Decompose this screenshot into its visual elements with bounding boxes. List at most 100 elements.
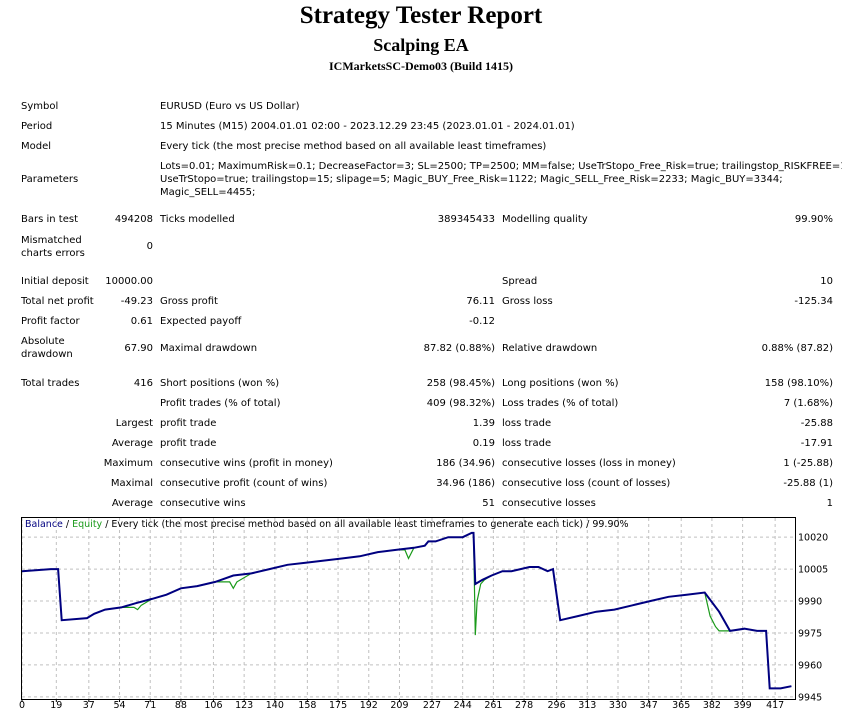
x-axis-tick-label: 209 bbox=[390, 700, 408, 711]
x-axis-tick-label: 330 bbox=[609, 700, 627, 711]
legend-equity: Equity bbox=[72, 519, 103, 530]
short-positions-value: 258 (98.45%) bbox=[426, 378, 495, 389]
average-label: Average bbox=[111, 438, 153, 449]
total-trades-label: Total trades bbox=[21, 378, 80, 389]
max-consecutive-losses-label: consecutive losses (loss in money) bbox=[502, 458, 676, 469]
expected-payoff-label: Expected payoff bbox=[160, 316, 242, 327]
parameters-line: UseTrStopo=true; trailingstop=15; slipag… bbox=[160, 174, 783, 185]
chart-canvas bbox=[22, 518, 795, 699]
profit-factor-value: 0.61 bbox=[130, 316, 153, 327]
average-loss-label: loss trade bbox=[502, 438, 552, 449]
average-consecutive-wins-value: 51 bbox=[482, 498, 495, 509]
average-consecutive-wins-label: consecutive wins bbox=[160, 498, 246, 509]
maximal-consecutive-loss-value: -25.88 (1) bbox=[783, 478, 833, 489]
profit-factor-label: Profit factor bbox=[21, 316, 80, 327]
mismatch-label: charts errors bbox=[21, 248, 85, 259]
x-axis-tick-label: 244 bbox=[454, 700, 472, 711]
x-axis-tick-label: 296 bbox=[548, 700, 566, 711]
balance-line bbox=[22, 531, 792, 690]
average-consecutive-losses-value: 1 bbox=[826, 498, 833, 509]
largest-label: Largest bbox=[115, 418, 153, 429]
x-axis-tick-label: 54 bbox=[113, 700, 125, 711]
x-axis-tick-label: 261 bbox=[484, 700, 502, 711]
loss-trades-value: 7 (1.68%) bbox=[783, 398, 833, 409]
relative-drawdown-label: Relative drawdown bbox=[502, 343, 598, 354]
parameters-label: Parameters bbox=[21, 174, 79, 185]
chart-legend: Balance / Equity / Every tick (the most … bbox=[25, 519, 629, 530]
long-positions-value: 158 (98.10%) bbox=[764, 378, 833, 389]
absolute-drawdown-label: drawdown bbox=[21, 349, 73, 360]
largest-loss-label: loss trade bbox=[502, 418, 552, 429]
legend-separator: / bbox=[62, 519, 73, 530]
x-axis-tick-label: 227 bbox=[423, 700, 441, 711]
ea-name: Scalping EA bbox=[373, 35, 469, 55]
x-axis-tick-label: 106 bbox=[204, 700, 222, 711]
gross-loss-label: Gross loss bbox=[502, 296, 553, 307]
maximum-label: Maximum bbox=[103, 458, 153, 469]
initial-deposit-label: Initial deposit bbox=[21, 276, 89, 287]
maximal-drawdown-label: Maximal drawdown bbox=[160, 343, 258, 354]
mismatch-label: Mismatched bbox=[21, 235, 82, 246]
average-label: Average bbox=[111, 498, 153, 509]
legend-balance: Balance bbox=[25, 519, 63, 530]
ticks-label: Ticks modelled bbox=[160, 214, 235, 225]
short-positions-label: Short positions (won %) bbox=[160, 378, 280, 389]
x-axis-tick-label: 365 bbox=[672, 700, 690, 711]
maximal-consecutive-profit-value: 34.96 (186) bbox=[436, 478, 495, 489]
mismatch-value: 0 bbox=[146, 241, 153, 252]
max-consecutive-wins-value: 186 (34.96) bbox=[436, 458, 495, 469]
period-label: Period bbox=[21, 121, 53, 132]
legend-description: / Every tick (the most precise method ba… bbox=[102, 519, 629, 530]
x-axis-tick-label: 382 bbox=[703, 700, 721, 711]
x-axis-tick-label: 88 bbox=[175, 700, 187, 711]
y-axis-tick-label: 9945 bbox=[798, 692, 822, 703]
absolute-drawdown-label: Absolute bbox=[21, 336, 65, 347]
maximal-consecutive-profit-label: consecutive profit (count of wins) bbox=[160, 478, 328, 489]
x-axis-tick-label: 192 bbox=[360, 700, 378, 711]
y-axis-tick-label: 9975 bbox=[798, 628, 822, 639]
largest-loss-value: -25.88 bbox=[800, 418, 833, 429]
symbol-label: Symbol bbox=[21, 101, 59, 112]
quality-value: 99.90% bbox=[794, 214, 833, 225]
parameters-line: Magic_SELL=4455; bbox=[160, 187, 256, 198]
y-axis-tick-label: 9960 bbox=[798, 660, 822, 671]
x-axis-tick-label: 158 bbox=[298, 700, 316, 711]
gross-profit-label: Gross profit bbox=[160, 296, 218, 307]
quality-label: Modelling quality bbox=[502, 214, 588, 225]
ticks-value: 389345433 bbox=[437, 214, 495, 225]
server-name: ICMarketsSC-Demo03 (Build 1415) bbox=[329, 59, 513, 73]
average-loss-value: -17.91 bbox=[800, 438, 833, 449]
largest-profit-label: profit trade bbox=[160, 418, 217, 429]
loss-trades-label: Loss trades (% of total) bbox=[502, 398, 619, 409]
x-axis-tick-label: 399 bbox=[734, 700, 752, 711]
average-profit-label: profit trade bbox=[160, 438, 217, 449]
x-axis-tick-label: 140 bbox=[266, 700, 284, 711]
profit-trades-value: 409 (98.32%) bbox=[426, 398, 495, 409]
gross-loss-value: -125.34 bbox=[794, 296, 833, 307]
symbol-value: EURUSD (Euro vs US Dollar) bbox=[160, 101, 300, 112]
x-axis-tick-label: 313 bbox=[578, 700, 596, 711]
x-axis-tick-label: 123 bbox=[235, 700, 253, 711]
relative-drawdown-value: 0.88% (87.82) bbox=[761, 343, 833, 354]
max-consecutive-losses-value: 1 (-25.88) bbox=[783, 458, 833, 469]
long-positions-label: Long positions (won %) bbox=[502, 378, 619, 389]
average-profit-value: 0.19 bbox=[472, 438, 495, 449]
maximal-consecutive-loss-label: consecutive loss (count of losses) bbox=[502, 478, 671, 489]
x-axis-tick-label: 0 bbox=[19, 700, 25, 711]
x-axis-tick-label: 278 bbox=[515, 700, 533, 711]
balance-equity-chart: Balance / Equity / Every tick (the most … bbox=[21, 517, 796, 700]
x-axis-tick-label: 71 bbox=[144, 700, 156, 711]
x-axis-tick-label: 37 bbox=[83, 700, 95, 711]
max-consecutive-wins-label: consecutive wins (profit in money) bbox=[160, 458, 333, 469]
x-axis-tick-label: 175 bbox=[329, 700, 347, 711]
spread-label: Spread bbox=[502, 276, 538, 287]
y-axis-tick-label: 10020 bbox=[798, 533, 828, 544]
total-net-profit-label: Total net profit bbox=[21, 296, 94, 307]
profit-trades-label: Profit trades (% of total) bbox=[160, 398, 281, 409]
x-axis-tick-label: 347 bbox=[640, 700, 658, 711]
expected-payoff-value: -0.12 bbox=[469, 316, 495, 327]
largest-profit-value: 1.39 bbox=[472, 418, 495, 429]
period-value: 15 Minutes (M15) 2004.01.01 02:00 - 2023… bbox=[160, 121, 575, 132]
average-consecutive-losses-label: consecutive losses bbox=[502, 498, 596, 509]
y-axis-tick-label: 9990 bbox=[798, 597, 822, 608]
